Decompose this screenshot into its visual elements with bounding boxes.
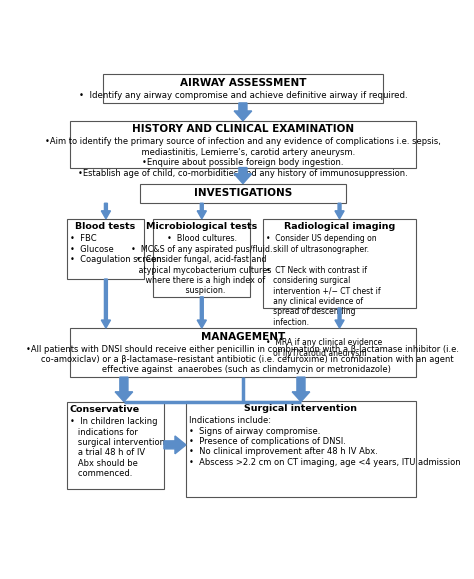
FancyArrow shape — [101, 279, 110, 328]
Text: •  Blood cultures.
•  MC&S of any aspirated pus/fluid.
•  Consider fungal, acid-: • Blood cultures. • MC&S of any aspirate… — [131, 234, 273, 295]
FancyBboxPatch shape — [70, 121, 416, 167]
Text: INVESTIGATIONS: INVESTIGATIONS — [194, 188, 292, 199]
FancyArrow shape — [292, 377, 310, 402]
Text: •Aim to identify the primary source of infection and any evidence of complicatio: •Aim to identify the primary source of i… — [45, 137, 441, 178]
FancyArrow shape — [234, 167, 252, 184]
FancyBboxPatch shape — [153, 219, 250, 297]
Text: Blood tests: Blood tests — [75, 222, 135, 232]
Text: •  In children lacking
   indications for
   surgical intervention,
   a trial 4: • In children lacking indications for su… — [70, 417, 167, 478]
Text: AIRWAY ASSESSMENT: AIRWAY ASSESSMENT — [180, 78, 306, 87]
FancyBboxPatch shape — [140, 184, 346, 203]
FancyArrow shape — [335, 203, 344, 219]
FancyBboxPatch shape — [66, 402, 164, 489]
Text: •All patients with DNSI should receive either penicillin in combination with a β: •All patients with DNSI should receive e… — [27, 345, 459, 375]
Text: Radiological imaging: Radiological imaging — [284, 222, 395, 232]
Text: Surgical intervention: Surgical intervention — [244, 404, 357, 413]
Text: Conservative: Conservative — [70, 405, 140, 414]
FancyArrow shape — [234, 103, 252, 121]
Text: Indications include:
•  Signs of airway compromise.
•  Presence of complications: Indications include: • Signs of airway c… — [189, 416, 461, 467]
FancyArrow shape — [197, 203, 206, 219]
FancyBboxPatch shape — [263, 219, 416, 308]
Text: MANAGEMENT: MANAGEMENT — [201, 332, 285, 342]
FancyArrow shape — [335, 308, 344, 328]
FancyArrow shape — [115, 377, 133, 402]
Text: HISTORY AND CLINICAL EXAMINATION: HISTORY AND CLINICAL EXAMINATION — [132, 124, 354, 134]
Text: Microbiological tests: Microbiological tests — [146, 222, 257, 232]
FancyBboxPatch shape — [66, 219, 144, 279]
FancyArrow shape — [101, 203, 110, 219]
FancyBboxPatch shape — [103, 74, 383, 103]
FancyArrow shape — [164, 436, 186, 454]
FancyBboxPatch shape — [186, 401, 416, 497]
Text: •  FBC
•  Glucose
•  Coagulation screen: • FBC • Glucose • Coagulation screen — [70, 234, 161, 264]
FancyArrow shape — [197, 297, 206, 328]
Text: •  Identify any airway compromise and achieve definitive airway if required.: • Identify any airway compromise and ach… — [79, 90, 407, 100]
FancyBboxPatch shape — [70, 328, 416, 377]
Text: •  Consider US depending on
   skill of ultrasonographer.

•  CT Neck with contr: • Consider US depending on skill of ultr… — [266, 234, 383, 358]
